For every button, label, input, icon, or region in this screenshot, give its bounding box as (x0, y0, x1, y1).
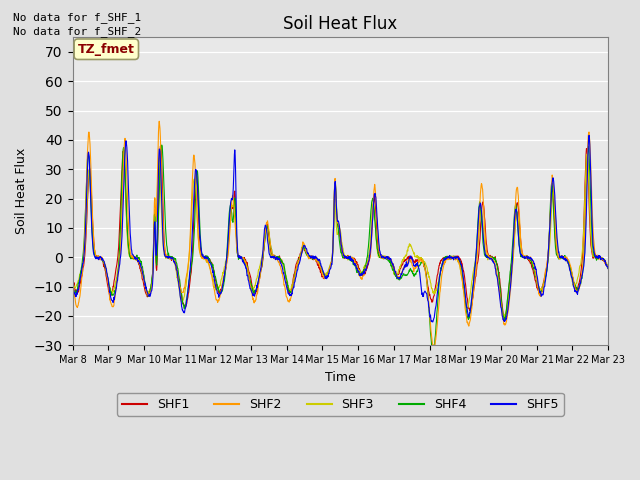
SHF4 (248, 284, 256, 289)
SHF3 (68, 281, 76, 287)
Text: No data for f_SHF_2: No data for f_SHF_2 (13, 26, 141, 37)
SHF2 (156, 119, 163, 124)
Line: SHF1: SHF1 (72, 146, 608, 320)
SHF3 (500, 314, 508, 320)
SHF5 (68, 284, 76, 290)
SHF5 (604, 265, 612, 271)
SHF5 (248, 288, 255, 294)
SHF5 (188, 245, 195, 251)
SHF4 (68, 283, 76, 289)
Line: SHF3: SHF3 (72, 150, 608, 317)
SHF2 (541, 271, 549, 277)
SHF4 (424, 287, 431, 292)
X-axis label: Time: Time (325, 371, 356, 384)
Y-axis label: Soil Heat Flux: Soil Heat Flux (15, 148, 28, 234)
SHF4 (541, 276, 549, 282)
SHF3 (424, 269, 431, 275)
SHF5 (429, 319, 436, 325)
SHF4 (494, 267, 502, 273)
SHF5 (585, 132, 593, 138)
SHF3 (493, 276, 501, 282)
SHF2 (494, 275, 502, 281)
SHF2 (175, 280, 183, 286)
SHF1 (493, 263, 501, 268)
SHF2 (68, 276, 76, 281)
SHF4 (158, 142, 166, 148)
SHF3 (541, 275, 549, 280)
SHF2 (188, 189, 196, 194)
SHF4 (428, 342, 435, 348)
Line: SHF2: SHF2 (72, 121, 608, 345)
SHF5 (493, 276, 501, 282)
SHF1 (175, 277, 183, 283)
Text: No data for f_SHF_1: No data for f_SHF_1 (13, 12, 141, 23)
SHF1 (501, 317, 509, 323)
SHF5 (175, 279, 182, 285)
SHF4 (175, 274, 183, 279)
Title: Soil Heat Flux: Soil Heat Flux (283, 15, 397, 33)
SHF3 (188, 204, 196, 209)
SHF1 (157, 143, 164, 149)
SHF2 (429, 342, 436, 348)
SHF2 (248, 289, 256, 295)
SHF1 (604, 264, 612, 269)
Text: TZ_fmet: TZ_fmet (78, 43, 135, 56)
SHF3 (120, 147, 128, 153)
SHF4 (604, 265, 612, 271)
SHF1 (248, 282, 256, 288)
SHF2 (604, 264, 612, 270)
SHF1 (68, 275, 76, 280)
SHF3 (175, 286, 183, 291)
SHF3 (248, 284, 256, 290)
SHF2 (424, 287, 431, 292)
SHF1 (188, 257, 196, 263)
Legend: SHF1, SHF2, SHF3, SHF4, SHF5: SHF1, SHF2, SHF3, SHF4, SHF5 (116, 393, 564, 416)
Line: SHF4: SHF4 (72, 145, 608, 345)
SHF5 (541, 284, 548, 289)
Line: SHF5: SHF5 (72, 135, 608, 322)
SHF4 (188, 259, 196, 265)
SHF1 (541, 272, 549, 278)
SHF3 (604, 265, 612, 271)
SHF5 (423, 294, 431, 300)
SHF1 (424, 280, 431, 286)
